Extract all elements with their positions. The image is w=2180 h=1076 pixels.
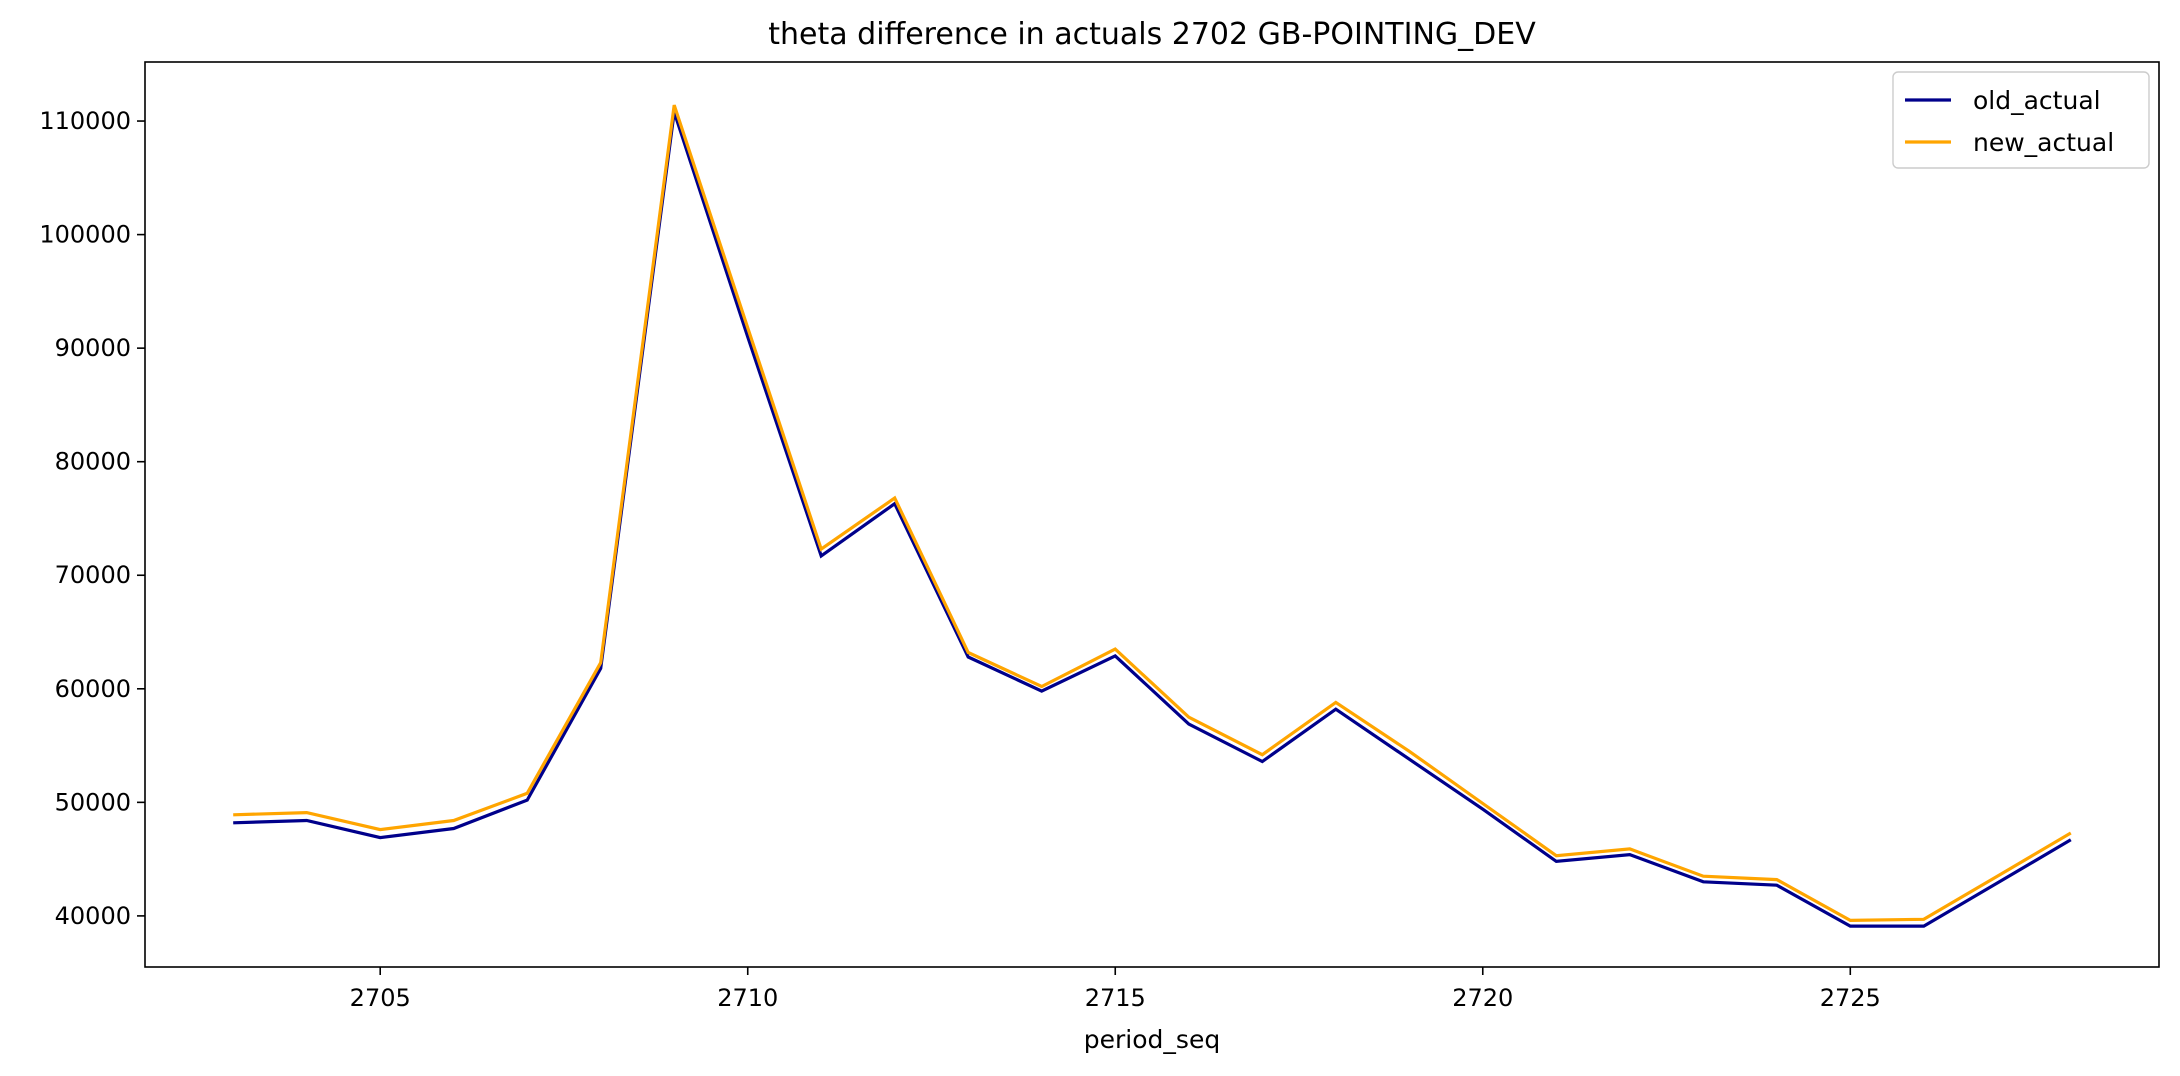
legend-label-new-actual: new_actual	[1973, 128, 2114, 157]
plot-frame	[144, 61, 2160, 968]
y-tick-label: 100000	[39, 221, 131, 249]
legend-box	[1892, 71, 2150, 169]
series-lines	[233, 104, 2072, 928]
y-tick-label: 70000	[55, 561, 131, 589]
y-tick-label: 60000	[55, 675, 131, 703]
y-tick-label: 50000	[55, 788, 131, 816]
series-line-old-actual	[233, 111, 2072, 928]
x-axis-ticks: 2705 2710 2715 2720 2725	[350, 967, 1881, 1012]
chart-title: theta difference in actuals 2702 GB-POIN…	[768, 17, 1536, 52]
y-tick-label: 90000	[55, 334, 131, 362]
series-line-new-actual	[233, 104, 2072, 923]
y-axis-ticks: 40000 50000 60000 70000 80000 90000 100000 1100…	[39, 107, 145, 930]
x-tick-label: 2710	[717, 984, 778, 1012]
x-tick-label: 2720	[1452, 984, 1513, 1012]
y-tick-label: 80000	[55, 448, 131, 476]
x-tick-label: 2705	[350, 984, 411, 1012]
legend: old_actual new_actual	[1892, 71, 2150, 169]
legend-label-old-actual: old_actual	[1973, 86, 2101, 115]
y-tick-label: 40000	[55, 902, 131, 930]
y-tick-label: 110000	[39, 107, 131, 135]
x-axis-label: period_seq	[1084, 1025, 1220, 1054]
x-tick-label: 2725	[1820, 984, 1881, 1012]
x-tick-label: 2715	[1085, 984, 1146, 1012]
